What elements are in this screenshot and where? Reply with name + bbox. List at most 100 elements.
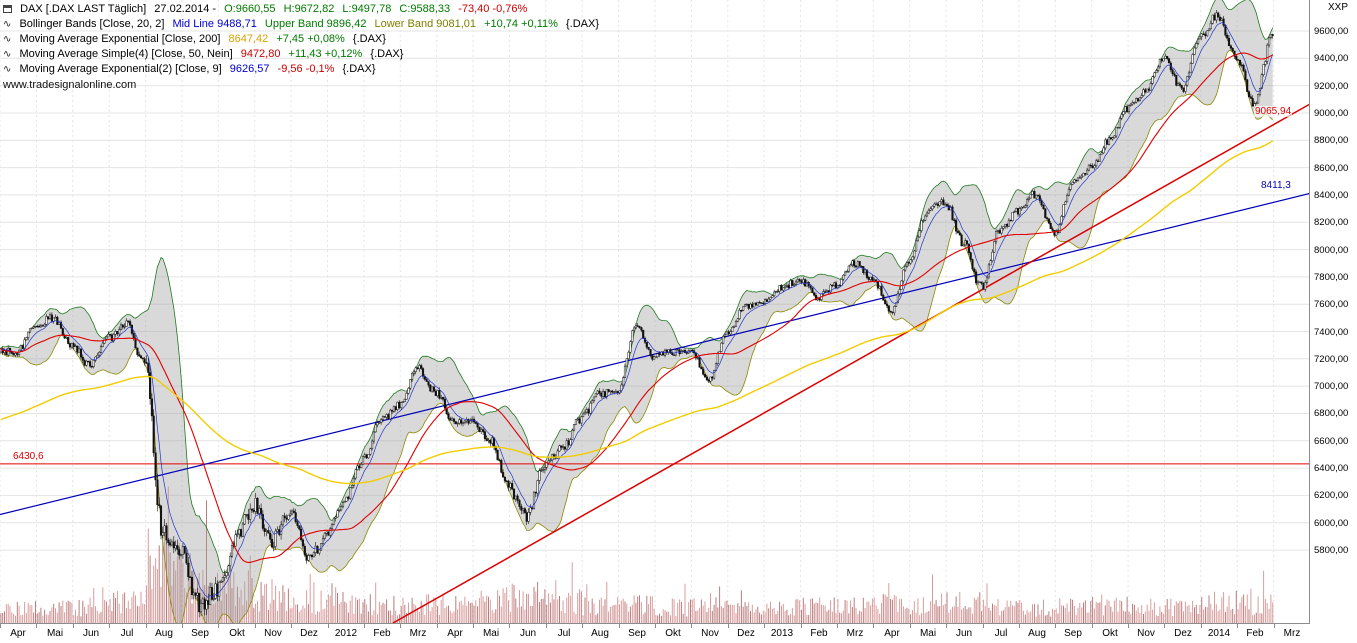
indicator-icon: ∿ <box>3 34 12 45</box>
legend-instrument-line[interactable]: DAX [.DAX LAST Täglich] 27.02.2014 - O:9… <box>3 2 604 17</box>
x-axis-tick-mark <box>1019 624 1020 628</box>
y-axis-tick-label: 7200,00 <box>1314 354 1349 365</box>
y-axis-tick-label: 8000,00 <box>1314 245 1349 256</box>
x-axis-tick-label: Sep <box>1064 628 1082 639</box>
x-axis-tick-mark <box>509 624 510 628</box>
window-icon <box>3 5 12 14</box>
x-axis-tick-label: Apr <box>10 628 26 639</box>
x-axis-tick-label: Mrz <box>1283 628 1301 639</box>
time-axis[interactable]: Apr Mai Jun Jul Aug Sep Okt Nov Dez 2012 Feb Mrz Apr… <box>0 623 1310 643</box>
ohlc-low: L:9497,78 <box>342 3 392 15</box>
bollinger-mid: Mid Line 9488,71 <box>172 18 257 30</box>
ema9-symbol: {.DAX} <box>342 63 376 75</box>
y-axis-tick-label: 6000,00 <box>1314 518 1349 529</box>
x-axis-tick-label: 2013 <box>770 628 794 639</box>
axis-unit-label: XXP <box>1328 2 1349 13</box>
x-axis-tick-label: Dez <box>300 628 318 639</box>
x-axis-tick-mark <box>1128 624 1129 628</box>
x-axis-tick-label: Nov <box>701 628 719 639</box>
x-axis-tick-mark <box>728 624 729 628</box>
watermark: www.tradesignalonline.com <box>3 79 137 91</box>
y-axis-tick-label: 8600,00 <box>1314 163 1349 174</box>
axis-corner <box>1310 623 1357 643</box>
chart-legend: DAX [.DAX LAST Täglich] 27.02.2014 - O:9… <box>3 2 604 91</box>
indicator-icon: ∿ <box>3 19 12 30</box>
x-axis-tick-label: Okt <box>1102 628 1118 639</box>
x-axis-tick-mark <box>946 624 947 628</box>
y-axis-tick-label: 6800,00 <box>1314 408 1349 419</box>
x-axis-tick-mark <box>0 624 1 628</box>
ema200-value: 8647,42 <box>228 33 269 45</box>
instrument-date: 27.02.2014 - <box>154 3 217 15</box>
x-axis-tick-mark <box>1164 624 1165 628</box>
x-axis-tick-mark <box>1274 624 1275 628</box>
x-axis-tick-mark <box>109 624 110 628</box>
x-axis-tick-label: 2014 <box>1207 628 1231 639</box>
x-axis-tick-mark <box>764 624 765 628</box>
legend-sma50-line[interactable]: ∿ Moving Average Simple(4) [Close, 50, N… <box>3 47 604 62</box>
x-axis-tick-label: Mrz <box>846 628 864 639</box>
x-axis-tick-label: Jul <box>120 628 134 639</box>
x-axis-tick-label: Mrz <box>409 628 427 639</box>
bollinger-change: +10,74 +0,11% <box>484 18 558 30</box>
y-axis-tick-label: 9600,00 <box>1314 26 1349 37</box>
x-axis-tick-mark <box>619 624 620 628</box>
x-axis-tick-label: Feb <box>1246 628 1264 639</box>
y-axis-tick-label: 6400,00 <box>1314 463 1349 474</box>
y-axis-tick-label: 5800,00 <box>1314 545 1349 556</box>
y-axis-tick-label: 6200,00 <box>1314 490 1349 501</box>
red-trendline-label: 9065,94 <box>1254 106 1293 117</box>
x-axis-tick-mark <box>582 624 583 628</box>
indicator-icon: ∿ <box>3 49 12 60</box>
x-axis-tick-mark <box>400 624 401 628</box>
x-axis-tick-mark <box>146 624 147 628</box>
x-axis-tick-mark <box>837 624 838 628</box>
x-axis-tick-mark <box>910 624 911 628</box>
chart-canvas[interactable] <box>0 0 1310 623</box>
ohlc-close: C:9588,33 <box>399 3 451 15</box>
x-axis-tick-mark <box>73 624 74 628</box>
y-axis-tick-label: 7600,00 <box>1314 299 1349 310</box>
x-axis-tick-label: Dez <box>737 628 755 639</box>
horizontal-line-label: 6430,6 <box>12 451 45 462</box>
ohlc-high: H:9672,82 <box>283 3 335 15</box>
x-axis-tick-label: Apr <box>884 628 900 639</box>
legend-bollinger-line[interactable]: ∿ Bollinger Bands [Close, 20, 2] Mid Lin… <box>3 17 604 32</box>
y-axis-tick-label: 9200,00 <box>1314 81 1349 92</box>
x-axis-tick-label: Sep <box>191 628 209 639</box>
price-axis[interactable]: XXP 9600,00 9400,00 9200,00 9000,00 8800,00 8… <box>1310 0 1357 623</box>
y-axis-tick-label: 7800,00 <box>1314 272 1349 283</box>
x-axis-tick-label: 2012 <box>334 628 358 639</box>
sma50-name: Moving Average Simple(4) [Close, 50, Nei… <box>19 48 233 60</box>
legend-ema9-line[interactable]: ∿ Moving Average Exponential(2) [Close, … <box>3 62 604 77</box>
x-axis-tick-label: Aug <box>591 628 609 639</box>
y-axis-tick-label: 6600,00 <box>1314 436 1349 447</box>
x-axis-tick-label: Apr <box>447 628 463 639</box>
x-axis-tick-mark <box>255 624 256 628</box>
y-axis-tick-label: 7000,00 <box>1314 381 1349 392</box>
ema9-change: -9,56 -0,1% <box>277 63 335 75</box>
y-axis-tick-label: 9000,00 <box>1314 108 1349 119</box>
ema9-value: 9626,57 <box>229 63 270 75</box>
bollinger-lower: Lower Band 9081,01 <box>374 18 477 30</box>
x-axis-tick-mark <box>182 624 183 628</box>
x-axis-tick-label: Jul <box>557 628 571 639</box>
instrument-title: DAX [.DAX LAST Täglich] <box>20 3 147 15</box>
x-axis-tick-label: Okt <box>229 628 245 639</box>
y-axis-tick-label: 8200,00 <box>1314 217 1349 228</box>
x-axis-tick-mark <box>473 624 474 628</box>
x-axis-tick-label: Sep <box>628 628 646 639</box>
x-axis-tick-label: Nov <box>264 628 282 639</box>
x-axis-tick-label: Nov <box>1137 628 1155 639</box>
x-axis-tick-label: Jun <box>519 628 537 639</box>
x-axis-tick-mark <box>218 624 219 628</box>
legend-ema200-line[interactable]: ∿ Moving Average Exponential [Close, 200… <box>3 32 604 47</box>
ema200-symbol: {.DAX} <box>352 33 386 45</box>
bollinger-symbol: {.DAX} <box>565 18 599 30</box>
price-chart-area[interactable]: DAX [.DAX LAST Täglich] 27.02.2014 - O:9… <box>0 0 1310 623</box>
bollinger-upper: Upper Band 9896,42 <box>264 18 367 30</box>
x-axis-tick-mark <box>983 624 984 628</box>
ema200-name: Moving Average Exponential [Close, 200] <box>19 33 221 45</box>
x-axis-tick-label: Mai <box>482 628 500 639</box>
x-axis-tick-label: Mai <box>919 628 937 639</box>
